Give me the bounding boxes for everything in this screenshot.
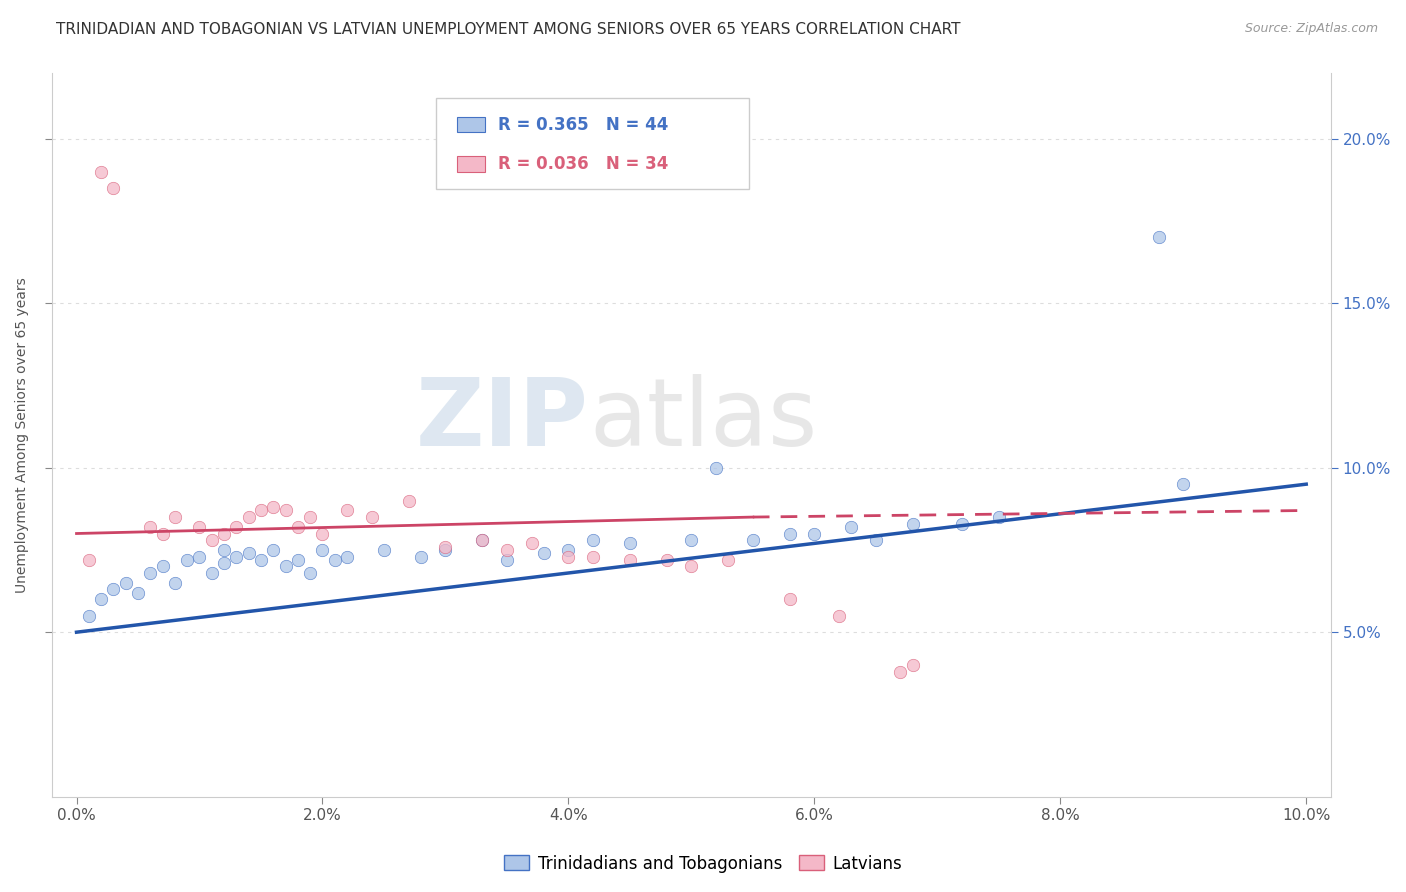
Text: atlas: atlas (589, 375, 817, 467)
Point (139, 566, 162, 580)
Text: R = 0.365   N = 44: R = 0.365 N = 44 (498, 116, 669, 134)
Point (398, 493, 420, 508)
Point (139, 520, 162, 534)
Point (681, 533, 703, 547)
Point (90, 592, 112, 607)
Point (557, 543, 579, 558)
Point (262, 500, 284, 515)
Point (901, 516, 924, 531)
Point (828, 608, 851, 623)
FancyBboxPatch shape (457, 156, 485, 171)
Point (299, 566, 322, 580)
Point (238, 510, 260, 524)
Point (360, 510, 382, 524)
Point (950, 516, 973, 531)
Point (212, 556, 235, 570)
Point (471, 533, 494, 547)
Point (250, 503, 273, 517)
Point (865, 533, 887, 547)
Point (90, 164, 112, 178)
Point (188, 520, 211, 534)
Point (496, 543, 519, 558)
Point (163, 575, 186, 590)
Point (201, 533, 224, 547)
Point (681, 559, 703, 574)
Point (557, 549, 579, 564)
Point (619, 536, 641, 550)
Point (103, 181, 125, 195)
Point (704, 460, 727, 475)
Point (225, 549, 247, 564)
Text: Source: ZipAtlas.com: Source: ZipAtlas.com (1244, 22, 1378, 36)
Point (212, 526, 235, 541)
Point (409, 549, 432, 564)
FancyBboxPatch shape (436, 98, 749, 189)
Point (103, 582, 125, 597)
Point (201, 566, 224, 580)
Point (582, 533, 605, 547)
Point (373, 543, 395, 558)
Point (582, 549, 605, 564)
Legend: Trinidadians and Tobagonians, Latvians: Trinidadians and Tobagonians, Latvians (498, 848, 908, 880)
Point (163, 510, 186, 524)
Point (496, 553, 519, 567)
Point (1173, 477, 1195, 491)
Y-axis label: Unemployment Among Seniors over 65 years: Unemployment Among Seniors over 65 years (15, 277, 30, 592)
Point (336, 503, 359, 517)
Point (619, 553, 641, 567)
Point (311, 543, 333, 558)
Point (299, 510, 322, 524)
Point (520, 536, 543, 550)
Point (311, 526, 333, 541)
Point (250, 553, 273, 567)
Point (889, 665, 911, 679)
Text: TRINIDADIAN AND TOBAGONIAN VS LATVIAN UNEMPLOYMENT AMONG SENIORS OVER 65 YEARS C: TRINIDADIAN AND TOBAGONIAN VS LATVIAN UN… (56, 22, 960, 37)
Point (1147, 230, 1170, 244)
Point (901, 658, 924, 673)
Point (803, 526, 825, 541)
Point (152, 526, 174, 541)
Point (77, 553, 100, 567)
Point (741, 533, 763, 547)
Point (274, 559, 297, 574)
Point (127, 585, 149, 599)
Point (287, 553, 309, 567)
Text: ZIP: ZIP (416, 375, 589, 467)
Point (779, 592, 801, 607)
Point (77, 608, 100, 623)
Point (434, 543, 457, 558)
Point (434, 540, 457, 554)
Point (238, 546, 260, 560)
Point (212, 543, 235, 558)
Point (323, 553, 346, 567)
Point (114, 575, 136, 590)
Point (533, 546, 555, 560)
Point (188, 549, 211, 564)
FancyBboxPatch shape (457, 117, 485, 133)
Point (336, 549, 359, 564)
Point (262, 543, 284, 558)
Point (987, 510, 1010, 524)
Point (225, 520, 247, 534)
Point (717, 553, 740, 567)
Point (839, 520, 862, 534)
Point (471, 533, 494, 547)
Point (655, 553, 678, 567)
Point (152, 559, 174, 574)
Point (287, 520, 309, 534)
Point (176, 553, 198, 567)
Text: R = 0.036   N = 34: R = 0.036 N = 34 (498, 155, 669, 173)
Point (779, 526, 801, 541)
Point (274, 503, 297, 517)
